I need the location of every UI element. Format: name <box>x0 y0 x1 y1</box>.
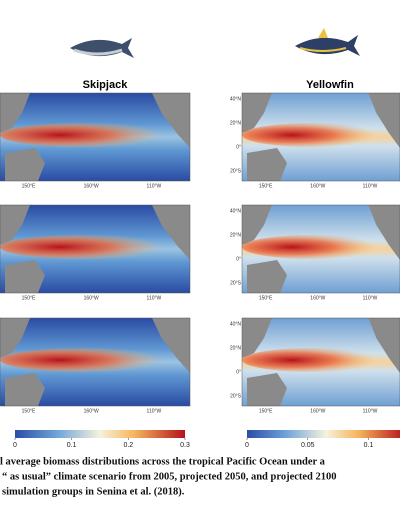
map-land <box>368 205 400 260</box>
lon-label: 150°E <box>259 408 273 414</box>
map-land <box>152 93 190 148</box>
colorbar-label: 0.3 <box>180 442 190 449</box>
map-land <box>242 318 287 406</box>
map-frame <box>0 204 191 294</box>
lat-label: 20°S <box>230 393 242 399</box>
colorbar <box>247 430 400 438</box>
colorbar-label: 0 <box>245 442 249 449</box>
map-land <box>0 93 45 181</box>
map-hotspot <box>0 235 171 259</box>
species-title: Yellowfin <box>306 79 354 91</box>
lon-label: 110°W <box>363 408 378 414</box>
map-frame <box>0 92 191 182</box>
map-frame <box>241 204 400 294</box>
map-land <box>242 205 287 293</box>
lon-label: 160°W <box>310 408 325 414</box>
lat-label: 0° <box>236 144 241 150</box>
caption-line: simulation groups in Senina et al. (2018… <box>2 486 185 497</box>
lon-label: 150°E <box>22 295 36 301</box>
species-title: Skipjack <box>83 79 129 91</box>
lon-label: 110°W <box>147 295 162 301</box>
lon-label: 160°W <box>84 183 99 189</box>
lon-label: 150°E <box>22 408 36 414</box>
map-land <box>152 318 190 373</box>
yellowfin-icon <box>295 28 360 56</box>
lat-label: 0° <box>236 256 241 262</box>
map-land <box>242 93 287 181</box>
map-hotspot <box>242 123 385 147</box>
lon-label: 160°W <box>84 408 99 414</box>
skipjack-icon <box>70 38 134 58</box>
lon-label: 110°W <box>363 295 378 301</box>
lat-label: 20°N <box>230 345 242 351</box>
map-frame <box>241 317 400 407</box>
map-frame <box>241 92 400 182</box>
lat-label: 40°N <box>230 321 242 327</box>
lon-label: 160°W <box>310 295 325 301</box>
colorbar-label: 0.2 <box>123 442 133 449</box>
caption-line: l average biomass distributions across t… <box>0 456 326 467</box>
lon-label: 150°E <box>22 183 36 189</box>
lat-label: 20°S <box>230 168 242 174</box>
map-hotspot <box>0 123 171 147</box>
colorbar-label: 0.1 <box>364 442 374 449</box>
map-land <box>0 318 45 406</box>
map-land <box>368 318 400 373</box>
lat-label: 20°N <box>230 232 242 238</box>
lat-label: 20°N <box>230 120 242 126</box>
map-land <box>368 93 400 148</box>
map-hotspot <box>0 348 171 372</box>
lat-label: 40°N <box>230 96 242 102</box>
map-frame <box>0 317 191 407</box>
caption-line: “ as usual” climate scenario from 2005, … <box>2 471 337 482</box>
lat-label: 20°S <box>230 280 242 286</box>
lon-label: 160°W <box>84 295 99 301</box>
lon-label: 110°W <box>147 408 162 414</box>
lon-label: 110°W <box>363 183 378 189</box>
map-hotspot <box>242 235 385 259</box>
colorbar-label: 0.1 <box>67 442 77 449</box>
lat-label: 0° <box>236 369 241 375</box>
lon-label: 160°W <box>310 183 325 189</box>
map-land <box>0 205 45 293</box>
colorbar-label: 0.05 <box>301 442 315 449</box>
lat-label: 40°N <box>230 208 242 214</box>
lon-label: 110°W <box>147 183 162 189</box>
colorbar <box>15 430 185 438</box>
map-hotspot <box>242 348 385 372</box>
map-land <box>152 205 190 260</box>
lon-label: 150°E <box>259 183 273 189</box>
colorbar-label: 0 <box>13 442 17 449</box>
lon-label: 150°E <box>259 295 273 301</box>
